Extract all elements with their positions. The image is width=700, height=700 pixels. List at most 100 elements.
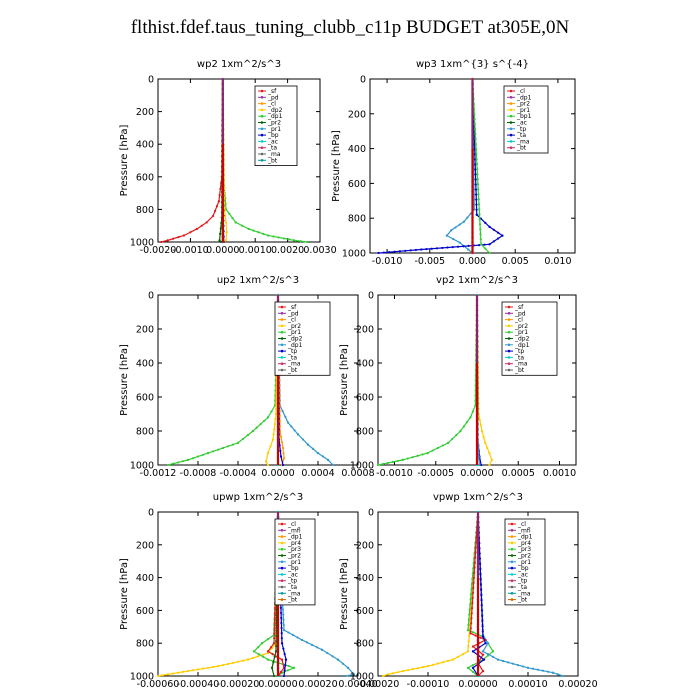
legend-marker: [507, 368, 511, 372]
series-marker: [459, 429, 462, 433]
series-marker: [273, 423, 276, 426]
legend-label: _pr4: [287, 540, 301, 547]
legend-marker: [509, 121, 513, 124]
legend-marker: [509, 102, 513, 105]
series-marker: [279, 611, 283, 615]
series-marker: [474, 183, 477, 186]
series-marker: [470, 587, 473, 591]
series-marker: [473, 122, 476, 126]
series-marker: [275, 634, 278, 638]
legend-label: _pr1: [287, 329, 301, 336]
series-marker: [266, 463, 270, 467]
series-marker: [414, 248, 418, 252]
series-marker: [218, 194, 221, 197]
series-marker: [416, 667, 420, 670]
series-marker: [224, 221, 228, 224]
legend-marker: [280, 585, 284, 589]
series-marker: [476, 168, 479, 171]
series-marker: [352, 673, 356, 676]
series-marker: [468, 608, 471, 611]
series-marker: [262, 232, 265, 235]
series-marker: [401, 669, 405, 673]
series-marker: [458, 223, 461, 226]
series-marker: [474, 178, 477, 181]
series-marker: [411, 668, 415, 671]
x-tick-label: -0.0004: [220, 468, 257, 479]
series-marker: [388, 251, 391, 254]
legend-label: _mfl: [287, 527, 301, 534]
legend: _cl_mfl_dp1_pr4_pr3_pr2_pr1_bp_ac_tp_ta_…: [504, 518, 546, 606]
series-marker: [275, 392, 278, 395]
series-marker: [218, 239, 221, 242]
series-marker: [296, 636, 299, 639]
series-marker: [284, 658, 288, 661]
series-marker: [282, 457, 286, 460]
series-marker: [468, 613, 471, 616]
series-marker: [473, 571, 476, 574]
legend-label: _sf: [267, 88, 277, 95]
series-marker: [477, 244, 481, 247]
series-marker: [470, 606, 474, 610]
series-marker: [475, 193, 478, 196]
series-marker: [475, 153, 478, 156]
series-marker: [477, 188, 480, 191]
legend-marker: [260, 108, 264, 112]
series-marker: [451, 658, 455, 661]
plot-frame: [157, 78, 321, 243]
series-marker: [488, 251, 491, 255]
series-marker: [241, 437, 245, 441]
series-marker: [475, 148, 478, 151]
series-marker: [478, 223, 482, 226]
series-marker: [478, 562, 482, 566]
series-marker: [491, 650, 495, 653]
legend-marker: [260, 146, 264, 149]
series-marker: [506, 661, 510, 664]
series-marker: [481, 614, 484, 617]
legend-marker: [280, 522, 284, 526]
series-marker: [469, 603, 472, 606]
x-tick-label: 0.0000: [261, 468, 294, 479]
series-marker: [455, 433, 458, 437]
series-marker: [450, 229, 453, 232]
y-tick-label: 0: [368, 508, 374, 519]
series-marker: [478, 418, 481, 421]
series-marker: [376, 463, 380, 467]
panel-2: wp3 1xm^{3} s^{-4} 0 200 400 600 800 1000 -0.01…: [331, 59, 576, 267]
series-marker: [236, 660, 240, 663]
legend-label: _ma: [287, 361, 301, 368]
legend-marker: [280, 560, 284, 564]
series-marker: [561, 674, 565, 678]
series-marker: [467, 244, 470, 248]
series-marker: [501, 659, 505, 663]
legend-label: _pr2: [517, 553, 531, 560]
x-tick-label: -0.0008: [180, 468, 217, 479]
series-line-pr1: [382, 511, 479, 677]
series-marker: [431, 663, 435, 666]
series-marker: [272, 642, 276, 645]
series-marker: [456, 245, 460, 248]
legend-marker: [509, 127, 513, 131]
legend-label: _ta: [516, 132, 526, 139]
y-tick-label: 600: [348, 179, 366, 190]
series-marker: [475, 203, 478, 206]
series-marker: [260, 642, 264, 645]
legend-marker: [509, 146, 513, 149]
series-marker: [479, 568, 482, 571]
series-marker: [496, 658, 500, 661]
legend-marker: [280, 362, 284, 366]
series-marker: [284, 415, 287, 418]
series-marker: [196, 455, 200, 458]
legend-marker: [260, 159, 264, 162]
legend-marker: [280, 535, 284, 538]
series-marker: [273, 621, 276, 625]
x-tick-label: -0.0010: [376, 468, 413, 479]
legend-marker: [507, 362, 511, 366]
series-marker: [474, 173, 477, 176]
series-line-dp2: [161, 78, 224, 243]
series-marker: [409, 249, 412, 252]
series-marker: [269, 445, 272, 448]
y-tick-label: 200: [136, 325, 154, 336]
series-marker: [471, 601, 474, 605]
x-tick-label: 0.010: [544, 256, 571, 267]
series-marker: [451, 246, 454, 249]
